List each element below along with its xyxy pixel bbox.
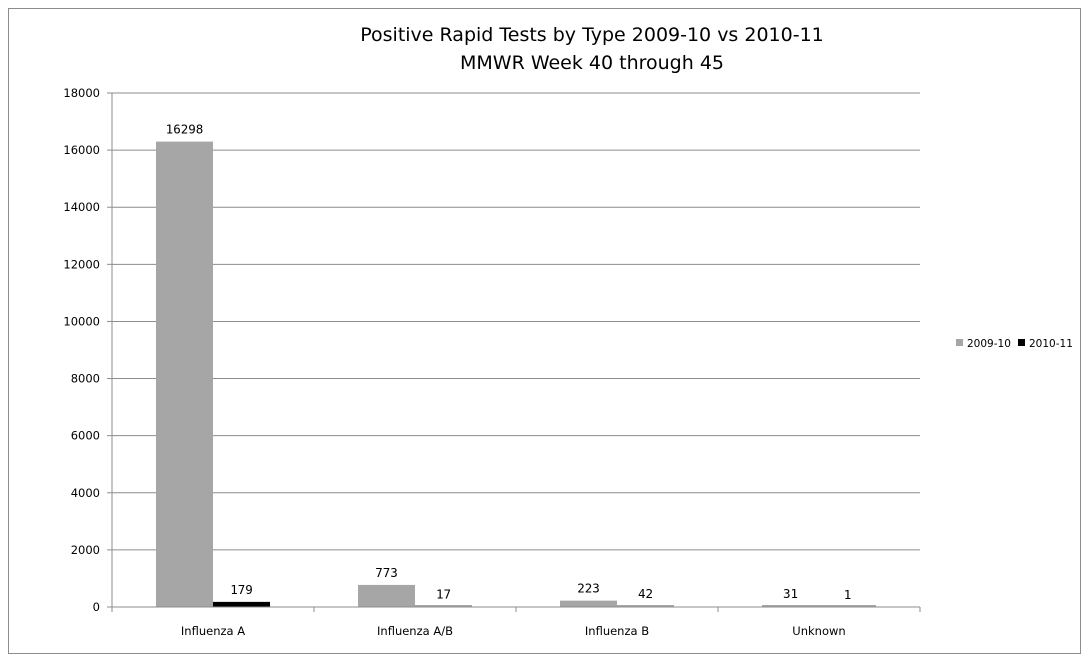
y-tick-label: 0 (93, 600, 100, 614)
bar-2009-10-influenza-a-b (358, 584, 415, 607)
y-tick-label: 14000 (63, 200, 100, 214)
data-label: 223 (577, 581, 600, 596)
data-label: 16298 (166, 122, 204, 137)
y-tick-label: 10000 (63, 314, 100, 328)
y-tick-label: 16000 (63, 143, 100, 157)
data-label: 17 (436, 587, 451, 602)
data-label: 1 (844, 587, 852, 602)
bar-2010-11-unknown (819, 605, 876, 607)
chart-title-line-2: MMWR Week 40 through 45 (460, 52, 724, 74)
bar-2009-10-unknown (762, 605, 819, 607)
data-label: 179 (230, 582, 253, 597)
data-label: 773 (375, 565, 398, 580)
x-category-label: Unknown (792, 624, 845, 638)
y-tick-label: 2000 (71, 543, 100, 557)
bars: 16298 179 773 17 223 42 31 1 (156, 122, 876, 607)
x-axis: Influenza A Influenza A/B Influenza B Unkno… (111, 606, 921, 638)
chart-title-line-1: Positive Rapid Tests by Type 2009-10 vs … (360, 24, 824, 46)
x-category-label: Influenza A (181, 624, 245, 638)
y-tick-label: 6000 (71, 429, 100, 443)
bar-2010-11-influenza-a (213, 601, 270, 607)
legend-label-2010-11: 2010-11 (1029, 338, 1073, 350)
legend-label-2009-10: 2009-10 (967, 338, 1011, 350)
legend: 2009-10 2010-11 (956, 338, 1073, 350)
bar-2010-11-influenza-a-b (415, 605, 472, 607)
gridlines (112, 92, 920, 551)
x-category-label: Influenza A/B (377, 624, 453, 638)
y-tick-label: 4000 (71, 486, 100, 500)
y-tick-label: 18000 (63, 86, 100, 100)
y-tick-label: 8000 (71, 372, 100, 386)
legend-swatch-2010-11 (1018, 339, 1025, 346)
bar-2009-10-influenza-b (560, 600, 617, 607)
bar-2010-11-influenza-b (617, 605, 674, 607)
y-tick-label: 12000 (63, 257, 100, 271)
bar-2009-10-influenza-a (156, 141, 213, 607)
y-axis: 0 2000 4000 6000 8000 10000 12000 14000 16000 180… (63, 86, 113, 614)
x-category-label: Influenza B (585, 624, 649, 638)
data-label: 42 (638, 586, 653, 601)
legend-swatch-2009-10 (956, 339, 963, 346)
data-label: 31 (783, 586, 798, 601)
chart-title: Positive Rapid Tests by Type 2009-10 vs … (360, 24, 824, 74)
